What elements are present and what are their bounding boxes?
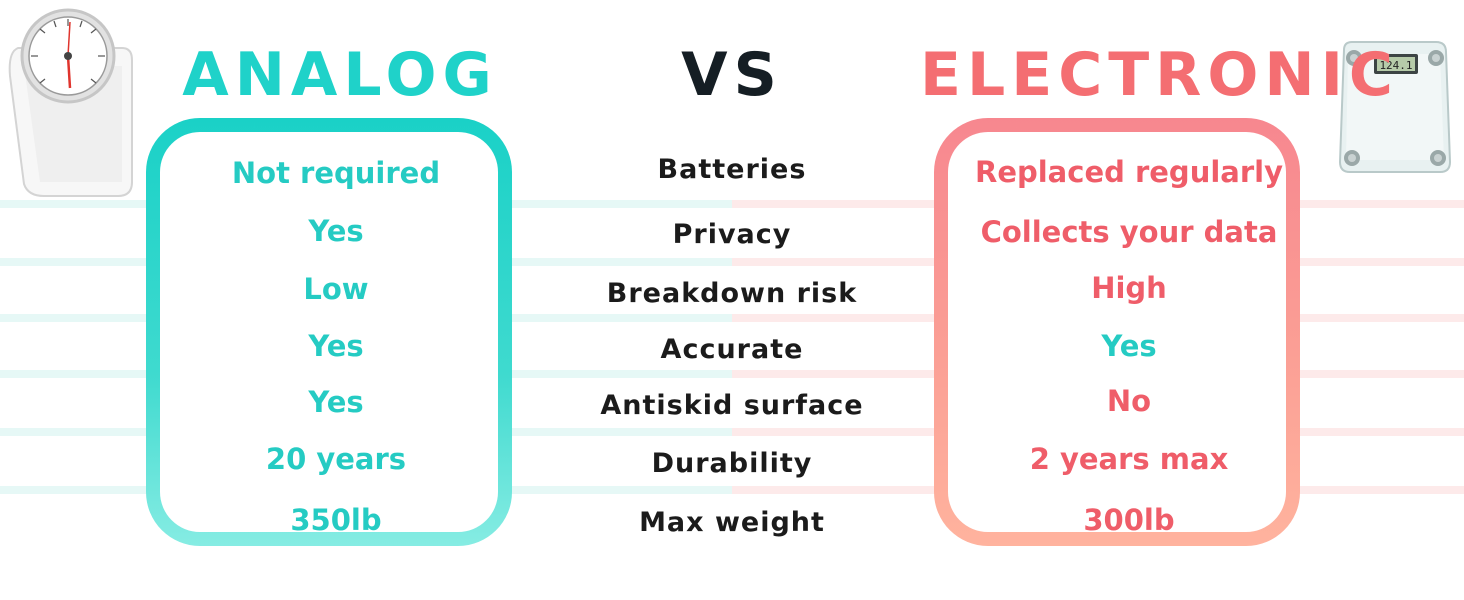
electronic-title: ELECTRONIC	[920, 40, 1399, 110]
electronic-scale-icon: 124.1	[1338, 41, 1452, 173]
feature-accurate: Accurate	[660, 334, 804, 365]
feature-privacy: Privacy	[672, 219, 792, 250]
electronic-card	[934, 118, 1300, 546]
feature-antiskid-surface: Antiskid surface	[600, 390, 864, 421]
scale-display-reading: 124.1	[1379, 59, 1412, 72]
electronic-accurate-value: Yes	[1101, 329, 1157, 363]
feature-durability: Durability	[651, 448, 813, 479]
analog-durability-value: 20 years	[265, 442, 407, 476]
analog-max-weight-value: 350lb	[290, 503, 382, 537]
electronic-durability-value: 2 years max	[1029, 442, 1229, 476]
analog-batteries-value: Not required	[231, 156, 441, 190]
analog-card	[146, 118, 512, 546]
electronic-breakdown-value: High	[1091, 271, 1167, 305]
analog-antiskid-value: Yes	[308, 385, 364, 419]
analog-accurate-value: Yes	[308, 329, 364, 363]
electronic-batteries-value: Replaced regularly	[974, 155, 1283, 189]
feature-batteries: Batteries	[657, 154, 807, 185]
electronic-max-weight-value: 300lb	[1083, 503, 1175, 537]
analog-title: ANALOG	[182, 40, 498, 110]
vs-title: VS	[681, 40, 783, 110]
analog-breakdown-value: Low	[303, 272, 369, 306]
analog-scale-icon	[8, 8, 133, 197]
analog-privacy-value: Yes	[308, 214, 364, 248]
electronic-privacy-value: Collects your data	[980, 215, 1278, 249]
feature-breakdown-risk: Breakdown risk	[606, 278, 858, 309]
electronic-antiskid-value: No	[1106, 384, 1152, 418]
feature-max-weight: Max weight	[639, 507, 825, 538]
